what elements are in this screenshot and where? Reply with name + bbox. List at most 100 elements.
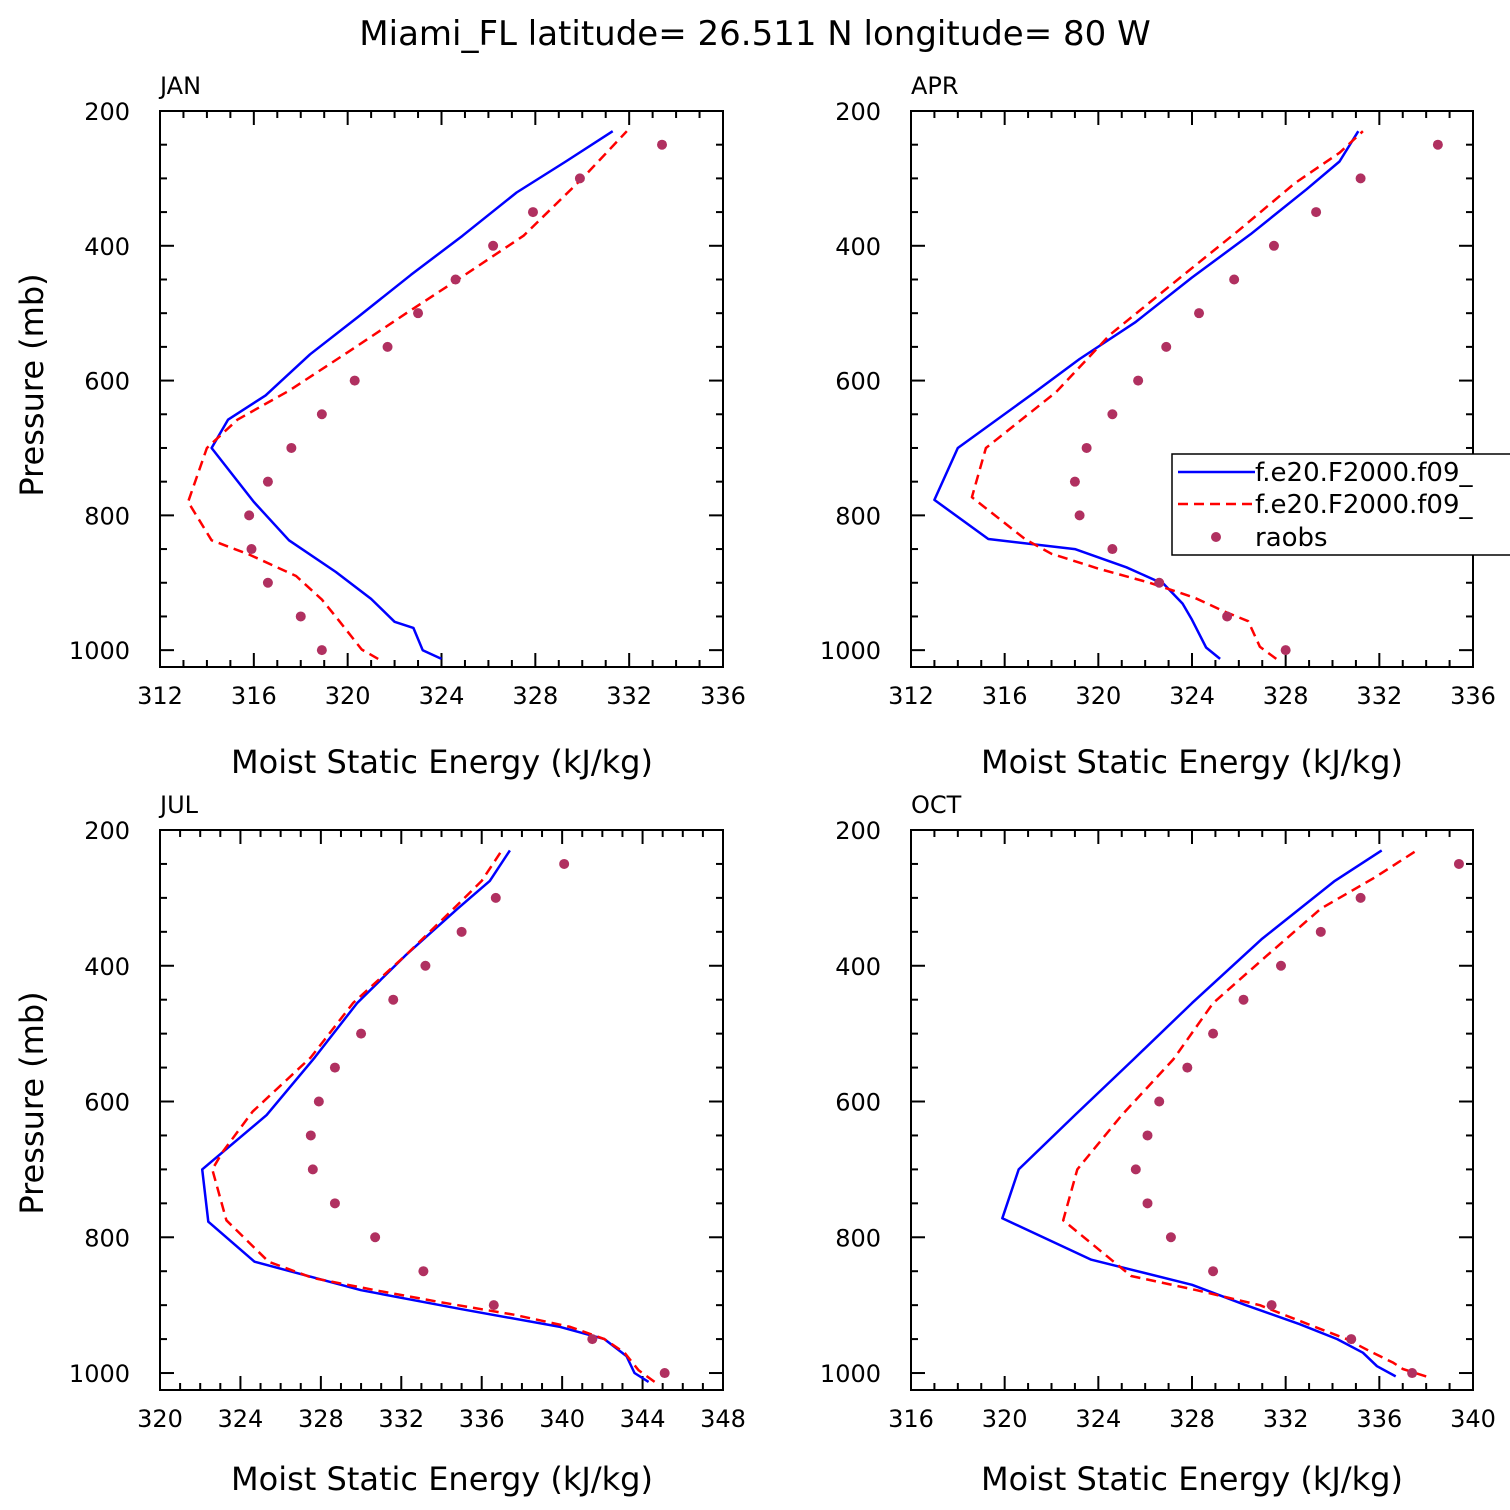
raobs-point [1081,442,1092,453]
raobs-point [1142,1198,1153,1209]
y-tick-label: 200 [835,98,881,126]
raobs-point [1453,858,1464,869]
x-tick-label: 328 [512,682,558,710]
x-tick-label: 316 [888,1405,934,1433]
raobs-point [418,1266,429,1277]
raobs-point [305,1130,316,1141]
raobs-point [1355,173,1366,184]
raobs-point [316,409,327,420]
legend-entry-3: raobs [1255,523,1328,553]
raobs-point [1074,510,1085,521]
raobs-point [1315,926,1326,937]
y-tick-label: 400 [84,953,130,981]
raobs-point [388,994,399,1005]
x-tick-label: 332 [606,682,652,710]
raobs-point [262,577,273,588]
y-tick-label: 400 [835,953,881,981]
x-axis-label: Moist Static Energy (kJ/kg) [981,1460,1403,1498]
legend-swatch-dot [1211,532,1221,542]
x-tick-label: 320 [137,1405,183,1433]
raobs-point [1266,1300,1277,1311]
panel-title: JUL [158,791,199,819]
legend-entry-1: f.e20.F2000.f09_ [1255,458,1473,488]
raobs-point [1280,645,1291,656]
y-tick-label: 200 [835,817,881,845]
x-tick-label: 316 [982,682,1028,710]
raobs-point [316,645,327,656]
x-tick-label: 328 [1263,682,1309,710]
panel-apr: APR Moist Static Energy (kJ/kg) 312 316 32… [820,72,1496,781]
y-axis-label: Pressure (mb) [13,273,51,496]
raobs-point [286,442,297,453]
raobs-point [450,274,461,285]
x-tick-label: 312 [137,682,183,710]
raobs-point [488,1300,499,1311]
raobs-point [1432,139,1443,150]
panel-title: APR [911,72,959,100]
x-tick-label: 324 [218,1405,264,1433]
x-tick-label: 328 [1169,1405,1215,1433]
y-tick-label: 400 [835,233,881,261]
x-axis-label: Moist Static Energy (kJ/kg) [231,743,653,781]
y-tick-label: 600 [84,1089,130,1117]
raobs-point [1133,375,1144,386]
raobs-point [1165,1232,1176,1243]
y-tick-label: 600 [835,1089,881,1117]
series-line-solid [1001,849,1397,1378]
figure-title: Miami_FL latitude= 26.511 N longitude= 8… [359,14,1150,54]
y-tick-label: 800 [835,1224,881,1252]
x-tick-label: 324 [1169,682,1215,710]
raobs-point [657,139,668,150]
raobs-point [329,1062,340,1073]
plot-frame [910,110,1474,668]
raobs-point [1130,1164,1141,1175]
x-tick-label: 348 [700,1405,746,1433]
x-axis-label: Moist Static Energy (kJ/kg) [231,1460,653,1498]
raobs-point [262,476,273,487]
legend-entry-2: f.e20.F2000.f09_ [1255,490,1473,520]
raobs-point [1311,207,1322,218]
raobs-point [1107,409,1118,420]
series-line-solid [200,849,650,1383]
plot-frame [159,110,724,668]
raobs-point [1222,611,1233,622]
x-tick-label: 336 [700,682,746,710]
raobs-point [559,858,570,869]
raobs-point [488,240,499,251]
raobs-point [490,892,501,903]
raobs-point [527,207,538,218]
series-line-dashed [1061,849,1427,1378]
panel-jan: JAN Moist Static Energy (kJ/kg) Pressure… [13,72,746,781]
panel-title: JAN [158,72,201,100]
x-tick-label: 332 [1263,1405,1309,1433]
y-tick-label: 800 [835,502,881,530]
x-tick-label: 320 [982,1405,1028,1433]
raobs-point [1142,1130,1153,1141]
x-tick-label: 312 [888,682,934,710]
raobs-point [574,173,585,184]
raobs-point [1194,308,1205,319]
series-line-solid [210,130,614,661]
raobs-point [1229,274,1240,285]
raobs-point [356,1028,367,1039]
raobs-point [659,1368,670,1379]
raobs-point [1208,1028,1219,1039]
legend: f.e20.F2000.f09_ f.e20.F2000.f09_ raobs [1171,453,1510,556]
raobs-point [370,1232,381,1243]
raobs-point [1238,994,1249,1005]
y-tick-label: 200 [84,98,130,126]
x-tick-label: 324 [419,682,465,710]
y-tick-label: 600 [835,368,881,396]
series-line-solid [933,130,1360,660]
raobs-point [382,341,393,352]
x-tick-label: 320 [1075,682,1121,710]
raobs-point [1154,577,1165,588]
raobs-point [1208,1266,1219,1277]
raobs-point [349,375,360,386]
x-tick-label: 332 [378,1405,424,1433]
plot-frame [910,829,1474,1391]
y-tick-label: 600 [84,368,130,396]
x-tick-label: 340 [1450,1405,1496,1433]
raobs-point [1154,1096,1165,1107]
raobs-point [295,611,306,622]
